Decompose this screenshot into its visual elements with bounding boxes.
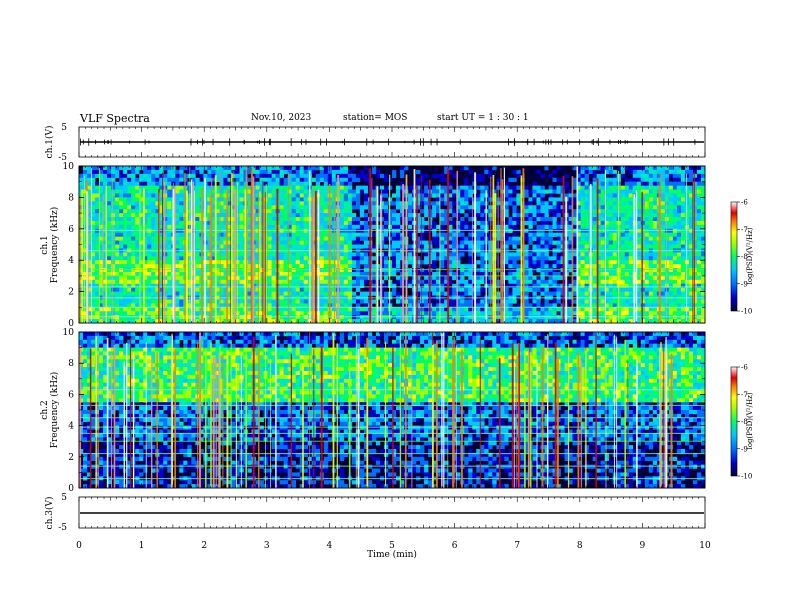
colorbar-tick-label: -7: [741, 226, 748, 234]
xtick-label: 4: [327, 541, 333, 551]
xtick-label: 9: [640, 541, 646, 551]
ytick-label: 2: [68, 453, 74, 463]
colorbar-tick-label: -6: [741, 364, 748, 372]
ch1-spikes: [80, 138, 696, 146]
start-ut-label: start UT = 1 : 30 : 1: [437, 113, 529, 123]
panel-ch3-waveform: 5 -5 ch.3(V): [44, 493, 706, 533]
colorbar-tick-label: -8: [741, 418, 748, 426]
panel-ch1-spectrogram: 0 2 4 6 8 10 ch.1 Frequency (kHz): [40, 162, 706, 329]
colorbar-tick-label: -6: [741, 199, 748, 207]
ch2-spectrogram-ylabel-line2: Frequency (kHz): [49, 372, 60, 449]
xtick-label: 3: [264, 541, 270, 551]
ytick-label: 10: [63, 328, 75, 338]
xtick-label: 8: [577, 541, 583, 551]
ytick-label: 6: [68, 390, 74, 400]
ch1-spectrogram-ylabel-line2: Frequency (kHz): [49, 207, 60, 284]
x-axis-ticks: [78, 127, 706, 528]
ch1-ylabel: ch.1(V): [44, 126, 55, 159]
date-label: Nov.10, 2023: [251, 113, 312, 123]
xtick-label: 2: [201, 541, 207, 551]
ytick-label: 4: [68, 422, 74, 432]
xtick-label: 1: [139, 541, 145, 551]
xtick-label: 7: [514, 541, 520, 551]
ytick-label: 8: [68, 193, 74, 203]
ytick-label: 2: [68, 288, 74, 298]
ytick-label: 0: [68, 484, 74, 494]
ytick-label: 10: [63, 162, 75, 172]
colorbar-tick-label: -7: [741, 391, 748, 399]
colorbar-2: -6 -7 -8 -9 -10 log(PSD)(V²/Hz): [730, 364, 754, 481]
xtick-label: 6: [452, 541, 458, 551]
ch2-spectrogram-image: [79, 332, 706, 489]
ch1-ytick-bottom: -5: [58, 153, 67, 163]
colorbar-1-ticks: -6 -7 -8 -9 -10: [737, 199, 752, 316]
colorbar-tick-label: -9: [741, 445, 748, 453]
colorbar-tick-label: -8: [741, 253, 748, 261]
x-axis-label: Time (min): [367, 549, 417, 560]
ch3-ytick-top: 5: [61, 493, 67, 503]
xtick-label: 5: [389, 541, 395, 551]
ch1-spectrogram-yticks: 0 2 4 6 8 10: [63, 162, 705, 329]
xtick-label: 10: [699, 541, 711, 551]
panel-ch1-waveform: 5 -5 ch.1(V): [44, 123, 706, 163]
panel-ch2-spectrogram: 0 2 4 6 8 10 ch.2 Frequency (kHz): [40, 328, 706, 494]
colorbar-tick-label: -9: [741, 280, 748, 288]
colorbar-1: -6 -7 -8 -9 -10 log(PSD)(V²/Hz): [730, 199, 754, 316]
ytick-label: 8: [68, 359, 74, 369]
x-axis-tick-labels: 0 1 2 3 4 5 6 7 8 9 10: [76, 541, 711, 551]
ytick-label: 0: [68, 319, 74, 329]
colorbar-tick-label: -10: [741, 473, 752, 481]
colorbar-2-ticks: -6 -7 -8 -9 -10: [737, 364, 752, 481]
chart-title: VLF Spectra: [80, 112, 150, 125]
xtick-label: 0: [76, 541, 82, 551]
colorbar-2-label: log(PSD)(V²/Hz): [746, 392, 754, 449]
ch1-spectrogram-ylabel-line1: ch.1: [40, 235, 50, 254]
ch3-ylabel: ch.3(V): [44, 497, 55, 530]
ch3-ytick-bottom: -5: [58, 523, 67, 533]
station-label: station= MOS: [343, 113, 408, 123]
ytick-label: 4: [68, 256, 74, 266]
ch1-ytick-top: 5: [61, 123, 67, 133]
ytick-label: 6: [68, 225, 74, 235]
colorbar-1-label: log(PSD)(V²/Hz): [746, 227, 754, 284]
ch1-spectrogram-image: [79, 166, 706, 324]
colorbar-tick-label: -10: [741, 308, 752, 316]
ch2-spectrogram-yticks: 0 2 4 6 8 10: [63, 328, 705, 494]
ch2-spectrogram-ylabel-line1: ch.2: [40, 400, 50, 419]
